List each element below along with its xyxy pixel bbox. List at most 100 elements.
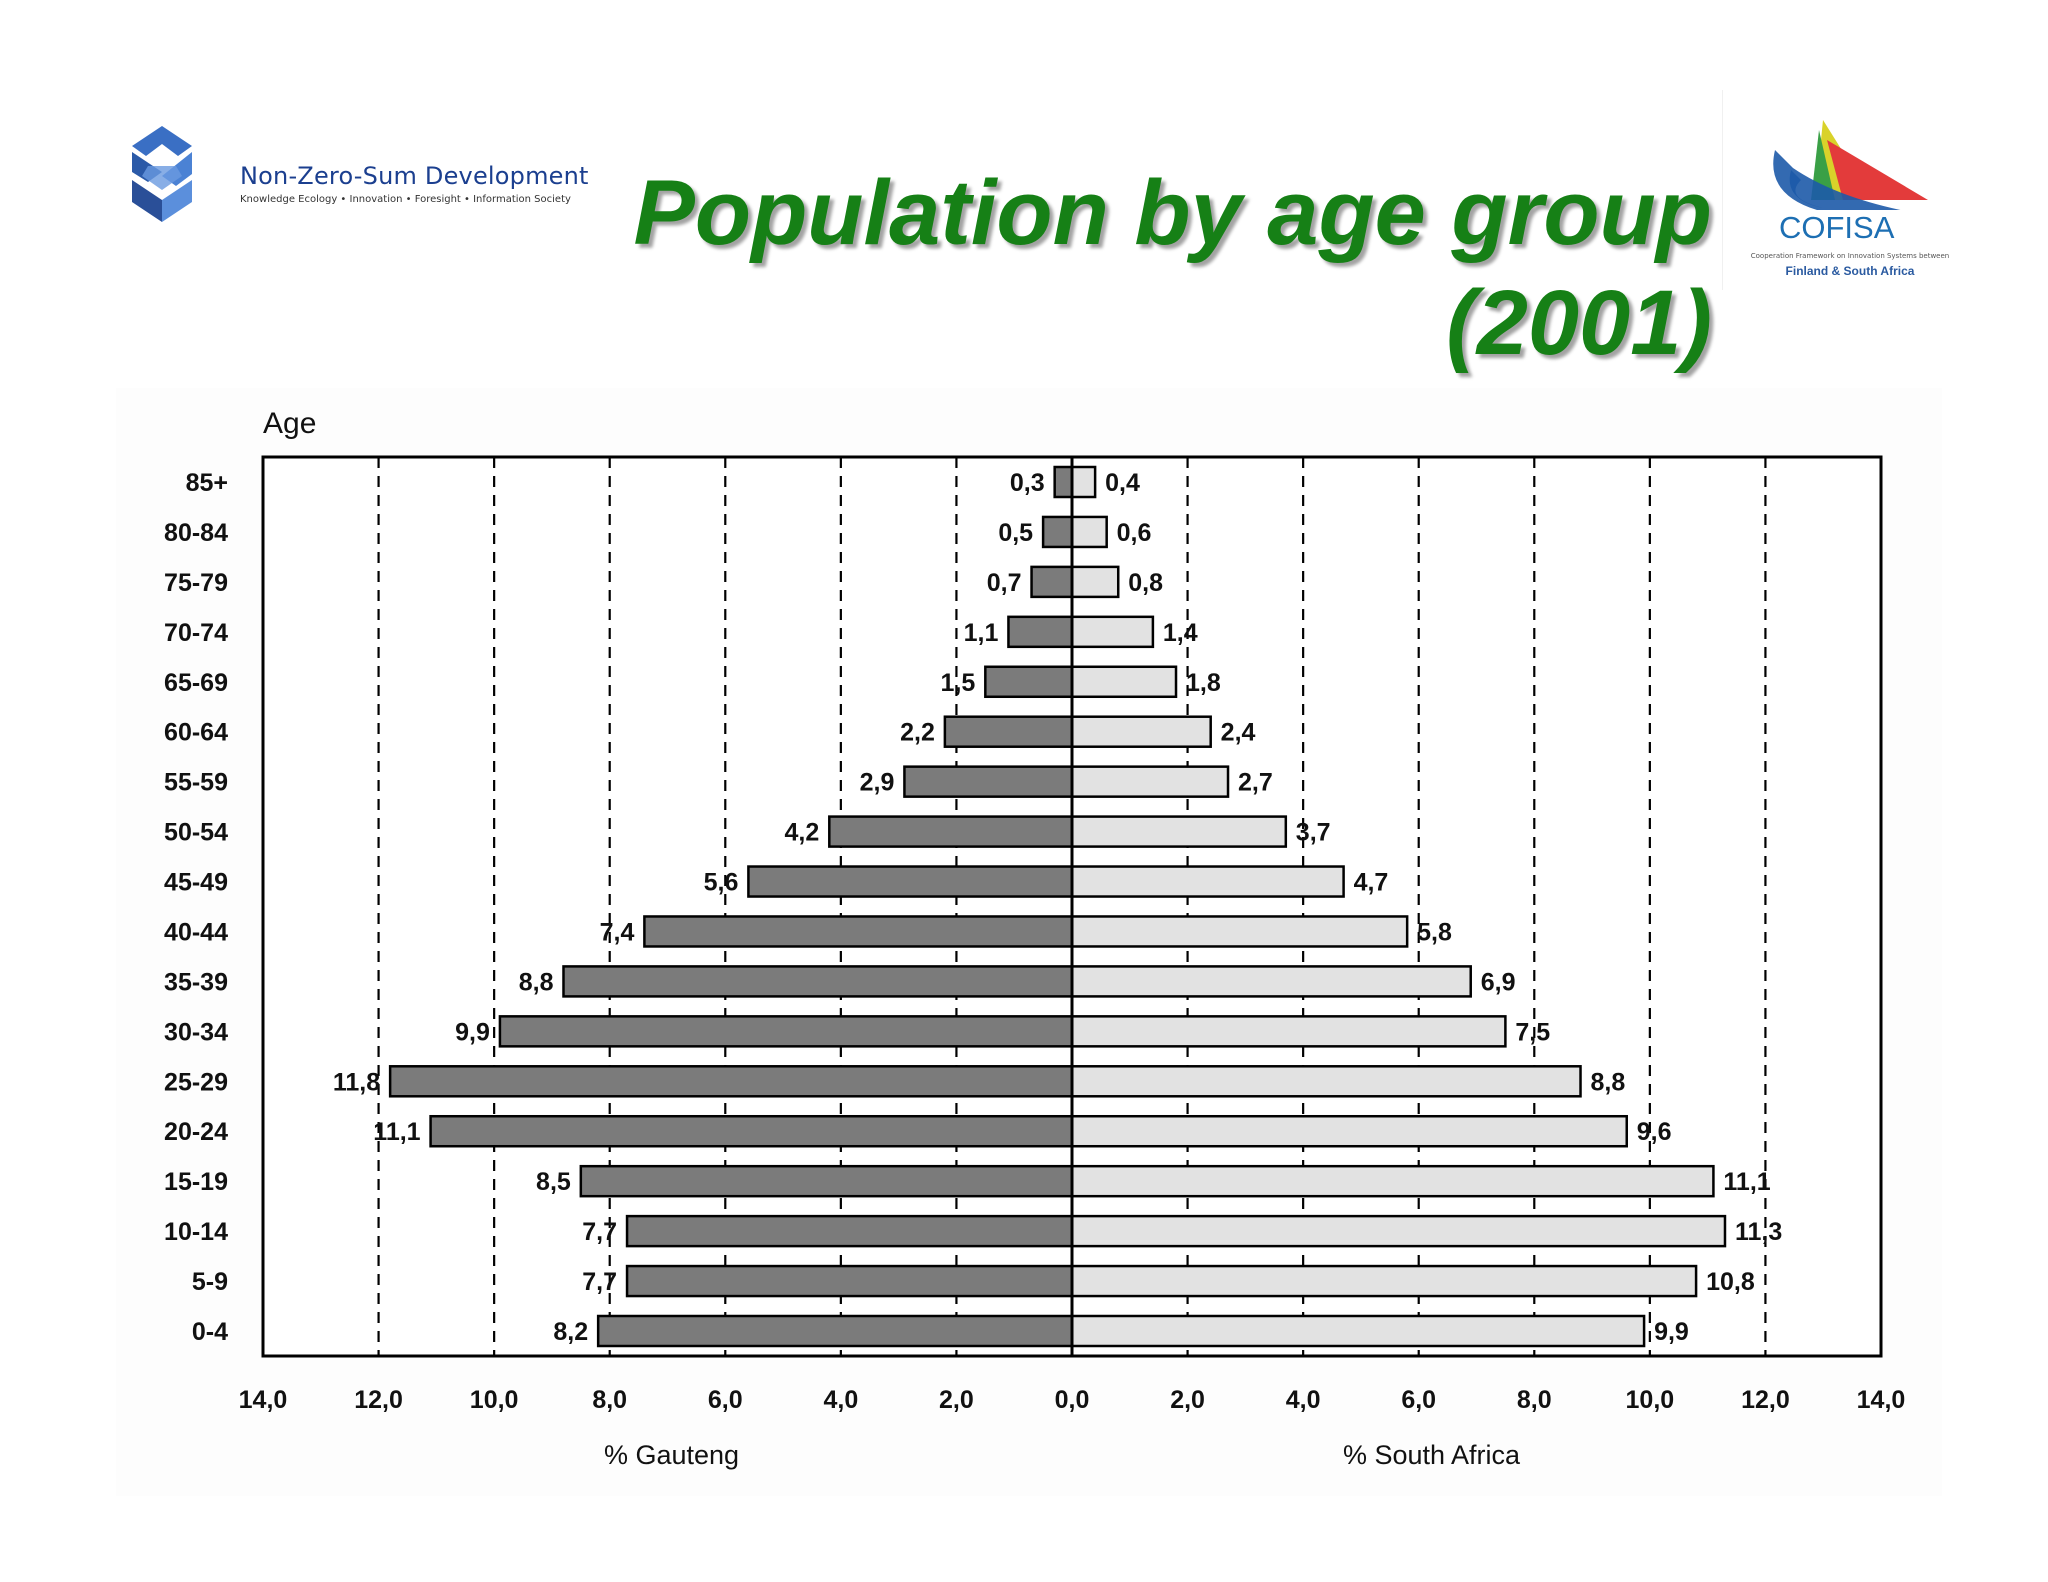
age-tick-label: 5-9 [192,1268,228,1296]
bar-gauteng [625,1214,1074,1248]
bar-south-africa [1070,1065,1582,1098]
data-label-south-africa: 2,7 [1238,769,1273,797]
data-label-gauteng: 8,8 [519,968,554,996]
age-tick-label: 25-29 [164,1068,228,1096]
bar-gauteng [643,915,1074,948]
y-axis-title: Age [263,407,316,440]
x-tick-label: 6,0 [1401,1386,1436,1414]
bar-south-africa [1070,815,1288,848]
age-tick-label: 80-84 [164,519,228,547]
bar-gauteng [747,865,1074,898]
bar-south-africa [1070,1264,1698,1298]
data-label-south-africa: 0,8 [1128,569,1163,597]
bar-south-africa [1070,465,1097,499]
x-axis-title-gauteng: % Gauteng [604,1440,739,1470]
data-label-gauteng: 7,7 [582,1218,617,1246]
x-tick-label: 8,0 [1517,1386,1552,1414]
data-label-south-africa: 5,8 [1417,918,1452,946]
cofisa-logo: COFISA Cooperation Framework on Innovati… [1722,90,1963,290]
bar-gauteng [579,1164,1074,1198]
data-label-south-africa: 7,5 [1515,1018,1550,1046]
nzsd-emblem-icon [132,126,192,222]
data-label-gauteng: 0,7 [987,569,1022,597]
x-tick-label: 12,0 [354,1386,403,1414]
title-line-2: (2001) [1446,272,1712,374]
data-label-south-africa: 2,4 [1221,719,1256,747]
bar-gauteng [1041,515,1074,549]
age-tick-label: 70-74 [164,619,228,647]
age-tick-label: 15-19 [164,1168,228,1196]
x-tick-label: 12,0 [1741,1386,1790,1414]
bar-south-africa [1070,715,1212,748]
x-tick-label: 4,0 [823,1386,858,1414]
data-label-south-africa: 9,6 [1637,1118,1672,1146]
age-tick-label: 75-79 [164,569,228,597]
data-label-south-africa: 8,8 [1591,1068,1626,1096]
bar-gauteng [828,815,1074,848]
age-tick-label: 85+ [186,469,228,497]
data-label-south-africa: 4,7 [1354,869,1389,897]
data-label-gauteng: 7,4 [600,918,635,946]
bar-gauteng [562,965,1074,998]
x-axis-title-south-africa: % South Africa [1343,1440,1521,1470]
data-label-south-africa: 0,6 [1117,519,1152,547]
age-tick-label: 20-24 [164,1118,228,1146]
bar-south-africa [1070,1114,1628,1148]
bar-south-africa [1070,765,1230,798]
x-tick-label: 10,0 [1626,1386,1675,1414]
data-label-south-africa: 1,8 [1186,669,1221,697]
nzsd-logo-tagline: Knowledge Ecology • Innovation • Foresig… [240,194,571,205]
x-tick-label: 2,0 [939,1386,974,1414]
data-label-gauteng: 2,9 [860,769,895,797]
data-label-south-africa: 6,9 [1481,968,1516,996]
bar-south-africa [1070,515,1108,549]
data-label-gauteng: 1,1 [964,619,999,647]
x-tick-label: 14,0 [239,1386,288,1414]
cofisa-sail-icon [1773,120,1928,210]
x-tick-label: 4,0 [1286,1386,1321,1414]
data-label-gauteng: 0,3 [1010,469,1045,497]
data-label-south-africa: 1,4 [1163,619,1198,647]
data-label-south-africa: 10,8 [1706,1268,1755,1296]
bar-south-africa [1070,965,1472,998]
data-label-south-africa: 9,9 [1654,1318,1689,1346]
bar-gauteng [903,765,1074,798]
bar-south-africa [1070,565,1120,599]
bar-gauteng [943,715,1074,748]
title-line-1: Population by age group [633,162,1712,264]
bar-south-africa [1070,665,1178,699]
x-tick-label: 8,0 [592,1386,627,1414]
page-title: Population by age group (2001) [634,158,1712,378]
data-label-south-africa: 3,7 [1296,819,1331,847]
data-label-south-africa: 11,1 [1723,1168,1770,1196]
cofisa-logo-tagline: Cooperation Framework on Innovation Syst… [1750,252,1950,260]
bar-south-africa [1070,1015,1507,1048]
data-label-gauteng: 8,5 [536,1168,571,1196]
data-label-gauteng: 0,5 [998,519,1033,547]
x-tick-label: 10,0 [470,1386,519,1414]
x-tick-label: 14,0 [1857,1386,1906,1414]
cofisa-logo-country: Finland & South Africa [1785,264,1915,278]
bar-gauteng [596,1314,1074,1348]
x-tick-label: 6,0 [708,1386,743,1414]
data-label-gauteng: 11,1 [373,1118,420,1146]
data-label-gauteng: 9,9 [455,1018,490,1046]
data-label-gauteng: 1,5 [941,669,976,697]
bar-gauteng [1053,465,1074,499]
bar-south-africa [1070,615,1155,649]
bar-gauteng [984,665,1074,699]
x-tick-label: 0,0 [1055,1386,1090,1414]
bar-gauteng [1030,565,1074,599]
bar-gauteng [1007,615,1074,649]
age-tick-label: 60-64 [164,719,228,747]
age-tick-label: 35-39 [164,968,228,996]
age-tick-label: 40-44 [164,918,228,946]
bar-south-africa [1070,1214,1727,1248]
bar-south-africa [1070,1314,1646,1348]
bar-gauteng [498,1015,1074,1048]
data-label-gauteng: 11,8 [333,1068,380,1096]
data-label-gauteng: 8,2 [553,1318,588,1346]
age-tick-label: 65-69 [164,669,228,697]
bar-gauteng [625,1264,1074,1298]
age-tick-label: 50-54 [164,819,228,847]
